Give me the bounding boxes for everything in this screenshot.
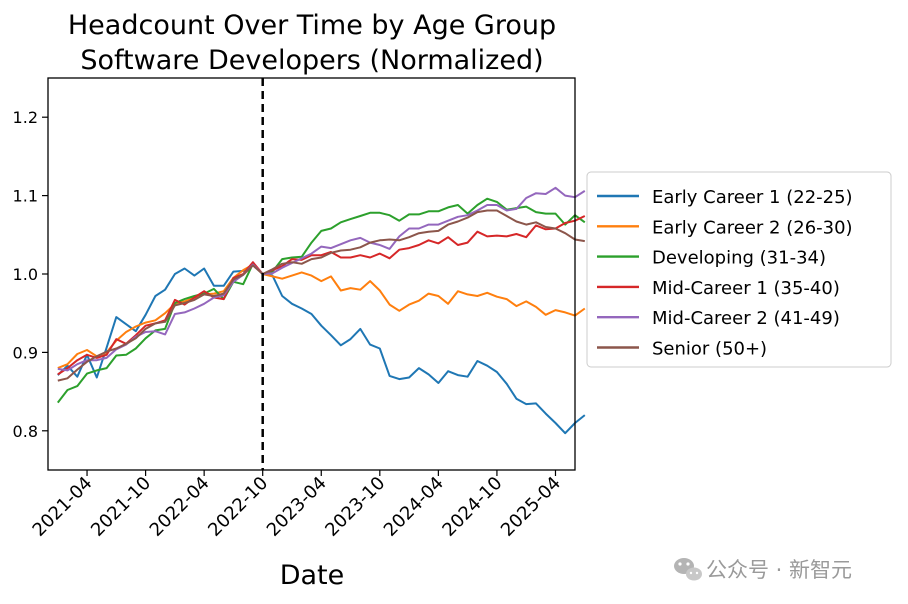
- plot-frame: [47, 77, 576, 471]
- watermark-text: 公众号 · 新智元: [706, 558, 852, 582]
- y-tick-label: 0.9: [13, 343, 38, 362]
- chart-title: Headcount Over Time by Age Group Softwar…: [68, 10, 556, 76]
- y-tick-label: 0.8: [13, 422, 38, 441]
- y-axis: 0.8 0.9 1.0 1.1 1.2: [13, 108, 48, 441]
- x-tick-label: 2021-10: [87, 473, 155, 541]
- series-line-2: [57, 263, 586, 370]
- legend-label: Early Career 2 (26-30): [652, 217, 853, 238]
- plot-area: [47, 77, 586, 471]
- series-line-4: [57, 215, 586, 376]
- x-axis: 2021-042021-102022-042022-102023-042023-…: [29, 470, 565, 541]
- y-tick-label: 1.1: [13, 187, 38, 206]
- x-tick-label: 2024-10: [438, 473, 506, 541]
- x-tick-label: 2024-04: [380, 473, 448, 541]
- x-axis-label: Date: [280, 560, 345, 591]
- x-tick-label: 2023-04: [263, 473, 331, 541]
- wechat-icon: [674, 558, 702, 581]
- series-line-1: [57, 263, 586, 435]
- x-tick-label: 2023-10: [321, 473, 389, 541]
- series-line-3: [57, 197, 586, 404]
- chart-title-line-2: Software Developers (Normalized): [80, 45, 543, 76]
- legend-label: Mid-Career 2 (41-49): [652, 308, 840, 329]
- series-lines: [57, 186, 586, 435]
- watermark: 公众号 · 新智元: [674, 558, 852, 582]
- x-tick-label: 2025-04: [497, 473, 565, 541]
- x-tick-label: 2022-04: [146, 473, 214, 541]
- y-tick-label: 1.0: [13, 265, 38, 284]
- legend: Early Career 1 (22-25) Early Career 2 (26…: [586, 171, 892, 368]
- legend-label: Senior (50+): [652, 339, 767, 360]
- legend-label: Developing (31-34): [652, 248, 826, 269]
- legend-label: Mid-Career 1 (35-40): [652, 278, 840, 299]
- series-line-5: [57, 186, 586, 372]
- series-line-6: [57, 209, 585, 382]
- y-tick-label: 1.2: [13, 108, 38, 127]
- x-tick-label: 2021-04: [29, 473, 97, 541]
- chart-title-line-1: Headcount Over Time by Age Group: [68, 10, 556, 41]
- x-tick-label: 2022-10: [204, 473, 272, 541]
- legend-frame: [586, 171, 892, 368]
- legend-items: Early Career 1 (22-25) Early Career 2 (26…: [597, 187, 853, 360]
- legend-label: Early Career 1 (22-25): [652, 187, 853, 208]
